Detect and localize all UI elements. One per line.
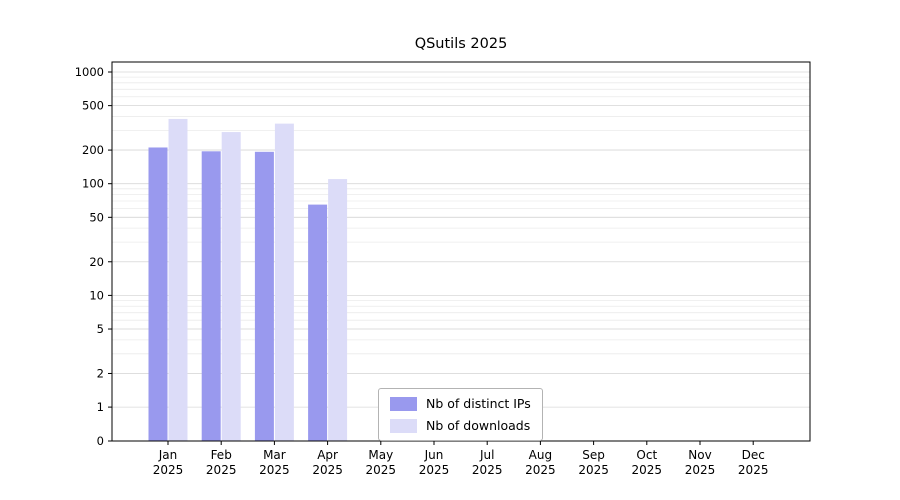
x-tick-label-year: 2025	[366, 463, 397, 477]
x-tick-label-year: 2025	[419, 463, 450, 477]
y-tick-label: 200	[82, 143, 104, 157]
x-tick-label-month: Apr	[317, 448, 338, 462]
x-tick-label-year: 2025	[206, 463, 237, 477]
bar-nb-of-downloads-mar	[274, 123, 294, 441]
x-tick-label-year: 2025	[259, 463, 290, 477]
legend-label-distinct-ips: Nb of distinct IPs	[426, 396, 531, 411]
y-tick-label: 100	[82, 177, 104, 191]
x-tick-label-month: Jul	[479, 448, 494, 462]
bar-nb-of-downloads-jan	[168, 118, 188, 441]
y-tick-label: 0	[97, 434, 104, 448]
y-tick-label: 10	[89, 288, 104, 302]
bar-nb-of-distinct-ips-feb	[201, 151, 221, 441]
x-tick-label-year: 2025	[472, 463, 503, 477]
x-tick-label-month: Nov	[688, 448, 711, 462]
plot-border	[111, 61, 811, 442]
legend-swatch-downloads	[390, 418, 417, 433]
y-tick-label: 5	[97, 322, 104, 336]
legend-swatch-distinct-ips	[390, 396, 417, 411]
x-tick-label-month: Oct	[636, 448, 657, 462]
x-tick-label-month: Jan	[158, 448, 178, 462]
bars-series-0	[148, 147, 328, 441]
bar-nb-of-distinct-ips-jan	[148, 147, 168, 441]
y-tick-label: 2	[97, 366, 104, 380]
y-axis: 0 1 2 5 10 20 50 100 200 500 1000	[75, 65, 112, 448]
y-tick-label: 20	[89, 255, 104, 269]
x-tick-label-month: Aug	[529, 448, 552, 462]
y-tick-label: 1	[97, 400, 104, 414]
x-tick-label-year: 2025	[578, 463, 609, 477]
x-tick-label-month: May	[368, 448, 393, 462]
x-tick-label-month: Dec	[742, 448, 765, 462]
x-tick-label-month: Sep	[582, 448, 605, 462]
x-tick-label-month: Jun	[424, 448, 444, 462]
bars-series-1	[168, 118, 348, 442]
x-tick-label-year: 2025	[525, 463, 556, 477]
y-tick-label: 1000	[75, 65, 104, 79]
legend-item-downloads: Nb of downloads	[390, 418, 531, 433]
chart-title: QSutils 2025	[414, 36, 508, 52]
bar-nb-of-distinct-ips-mar	[254, 151, 274, 441]
legend: Nb of distinct IPs Nb of downloads	[378, 388, 543, 441]
x-tick-label-year: 2025	[632, 463, 663, 477]
y-tick-label: 500	[82, 99, 104, 113]
x-tick-label-month: Feb	[211, 448, 232, 462]
x-tick-label-year: 2025	[738, 463, 769, 477]
legend-label-downloads: Nb of downloads	[426, 418, 531, 433]
bar-nb-of-distinct-ips-apr	[308, 204, 328, 441]
x-tick-label-year: 2025	[153, 463, 184, 477]
bar-nb-of-downloads-feb	[221, 132, 241, 441]
bar-nb-of-downloads-apr	[328, 179, 348, 442]
x-tick-label-year: 2025	[312, 463, 343, 477]
legend-item-distinct-ips: Nb of distinct IPs	[390, 396, 531, 411]
x-tick-label-month: Mar	[263, 448, 286, 462]
y-tick-label: 50	[89, 210, 104, 224]
x-axis: Jan2025Feb2025Mar2025Apr2025May2025Jun20…	[153, 441, 769, 477]
x-tick-label-year: 2025	[685, 463, 716, 477]
